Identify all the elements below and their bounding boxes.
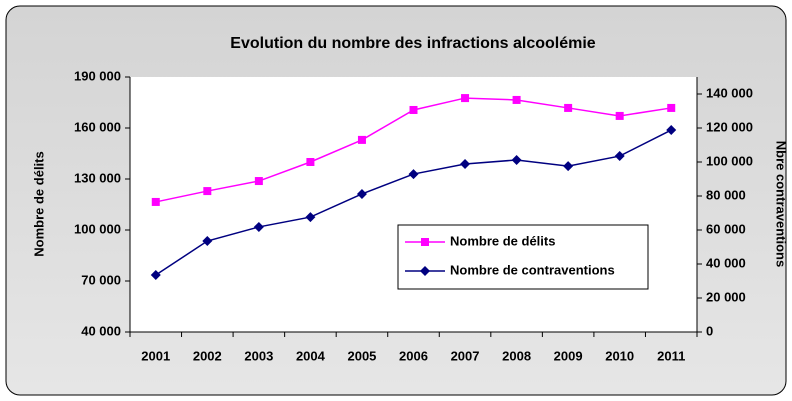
x-tick-label: 2011	[657, 348, 685, 363]
y-tick-label: 130 000	[74, 170, 121, 185]
x-tick-label: 2010	[605, 348, 634, 363]
y2-tick-label: 0	[706, 323, 713, 338]
chart-title: Evolution du nombre des infractions alco…	[230, 35, 595, 52]
x-tick-label: 2004	[296, 348, 326, 363]
point	[356, 188, 367, 199]
point	[150, 270, 161, 281]
legend-label: Nombre de délits	[450, 233, 555, 248]
x-tick-label: 2002	[193, 348, 222, 363]
point	[203, 187, 212, 196]
point	[305, 212, 316, 223]
y2-tick-label: 120 000	[706, 119, 753, 134]
point	[254, 177, 263, 186]
x-tick-label: 2008	[502, 348, 531, 363]
point	[253, 221, 264, 232]
legend-marker	[420, 266, 430, 276]
y2-tick-label: 140 000	[706, 85, 753, 100]
point	[564, 103, 573, 112]
point	[666, 125, 677, 136]
y-tick-label: 160 000	[74, 119, 121, 134]
x-tick-label: 2009	[554, 348, 583, 363]
y2-tick-label: 40 000	[706, 255, 746, 270]
y-tick-label: 40 000	[81, 323, 121, 338]
point	[511, 154, 522, 165]
x-tick-label: 2001	[141, 348, 170, 363]
point	[461, 94, 470, 103]
y2-tick-label: 100 000	[706, 153, 753, 168]
y-tick-label: 190 000	[74, 68, 121, 83]
x-tick-label: 2005	[347, 348, 376, 363]
point	[512, 95, 521, 104]
y2-tick-label: 20 000	[706, 289, 746, 304]
point	[614, 151, 625, 162]
point	[563, 161, 574, 172]
y-axis-title: Nombre de délits	[31, 151, 46, 256]
legend-marker	[421, 238, 429, 246]
y-tick-label: 100 000	[74, 221, 121, 236]
point	[151, 197, 160, 206]
point	[202, 236, 213, 247]
point	[460, 159, 471, 170]
point	[667, 103, 676, 112]
x-tick-label: 2003	[244, 348, 273, 363]
point	[409, 105, 418, 114]
y2-axis-title: Nbre contraventions	[774, 141, 789, 267]
point	[306, 158, 315, 166]
point	[615, 111, 624, 120]
y-tick-label: 70 000	[81, 272, 121, 287]
x-tick-label: 2007	[451, 348, 480, 363]
y2-tick-label: 80 000	[706, 187, 746, 202]
x-tick-label: 2006	[399, 348, 428, 363]
legend-label: Nombre de contraventions	[450, 262, 615, 277]
point	[408, 169, 419, 180]
legend-box	[397, 224, 649, 290]
y2-tick-label: 60 000	[706, 221, 746, 236]
point	[357, 135, 366, 144]
